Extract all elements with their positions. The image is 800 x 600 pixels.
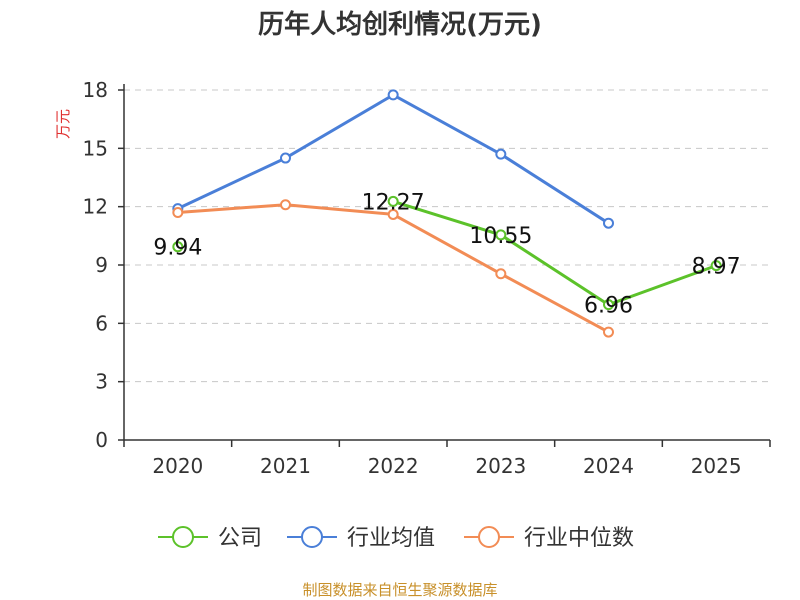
data-point-公司-2024[interactable] (603, 299, 614, 311)
data-label-2020: 9.94 (153, 236, 202, 261)
axes: 0 3 6 9 12 15 18 2020 2021 2022 2023 2024 2025 (83, 78, 771, 478)
legend-marker (301, 526, 323, 548)
x-tick-label-2024: 2024 (583, 454, 634, 478)
y-tick-label: 6 (95, 311, 108, 335)
data-point-公司-2025[interactable] (710, 260, 722, 272)
data-point-行业中位数-2024[interactable] (603, 326, 614, 338)
data-point-公司-2020[interactable] (172, 241, 184, 253)
series-公司 (172, 195, 722, 311)
chart-title: 历年人均创利情况(万元) (258, 9, 542, 40)
y-tick-label: 15 (83, 136, 108, 160)
data-point-行业均值-2021[interactable] (280, 152, 291, 164)
series-line-公司 (392, 199, 717, 307)
legend-item-公司[interactable]: 公司 (158, 526, 262, 551)
legend-marker (172, 526, 194, 548)
data-labels: 9.94 12.27 10.55 6.96 8.97 (153, 190, 740, 318)
data-label-2025: 8.97 (692, 255, 741, 280)
data-point-行业均值-2022[interactable] (387, 89, 399, 101)
data-point-行业均值-2023[interactable] (495, 148, 507, 160)
legend-label: 行业中位数 (524, 526, 634, 551)
y-tick-label: 0 (95, 428, 108, 452)
y-axis-unit: 万元 (54, 109, 72, 139)
data-point-行业中位数-2020[interactable] (172, 207, 184, 218)
legend-item-行业均值[interactable]: 行业均值 (287, 526, 435, 551)
data-label-2023: 10.55 (469, 224, 532, 249)
legend-marker (478, 526, 500, 548)
data-point-行业中位数-2021[interactable] (280, 199, 291, 211)
data-point-行业均值-2024[interactable] (603, 217, 614, 229)
data-label-2022: 12.27 (362, 190, 425, 215)
legend-label: 行业均值 (347, 526, 435, 551)
grid-lines (124, 89, 770, 383)
x-tick-label-2025: 2025 (691, 454, 742, 478)
data-point-行业中位数-2022[interactable] (387, 208, 399, 220)
data-source-note: 制图数据来自恒生聚源数据库 (302, 581, 497, 599)
y-tick-label: 3 (95, 370, 108, 394)
x-tick-label-2023: 2023 (475, 454, 526, 478)
legend-item-行业中位数[interactable]: 行业中位数 (464, 526, 634, 551)
y-tick-label: 18 (83, 78, 108, 102)
data-point-公司-2023[interactable] (495, 229, 507, 241)
x-tick-label-2021: 2021 (260, 454, 311, 478)
legend: 公司 行业均值 行业中位数 (158, 526, 634, 551)
data-point-公司-2022[interactable] (387, 195, 399, 207)
legend-label: 公司 (218, 526, 262, 551)
series-line-行业中位数 (177, 203, 610, 334)
x-tick-label-2022: 2022 (368, 454, 419, 478)
y-tick-label: 12 (83, 195, 108, 219)
series-lines (172, 89, 722, 338)
data-label-2024: 6.96 (584, 294, 633, 319)
x-tick-label-2020: 2020 (152, 454, 203, 478)
y-tick-label: 9 (95, 253, 108, 277)
data-point-行业中位数-2023[interactable] (495, 268, 507, 280)
series-行业中位数 (172, 199, 614, 338)
